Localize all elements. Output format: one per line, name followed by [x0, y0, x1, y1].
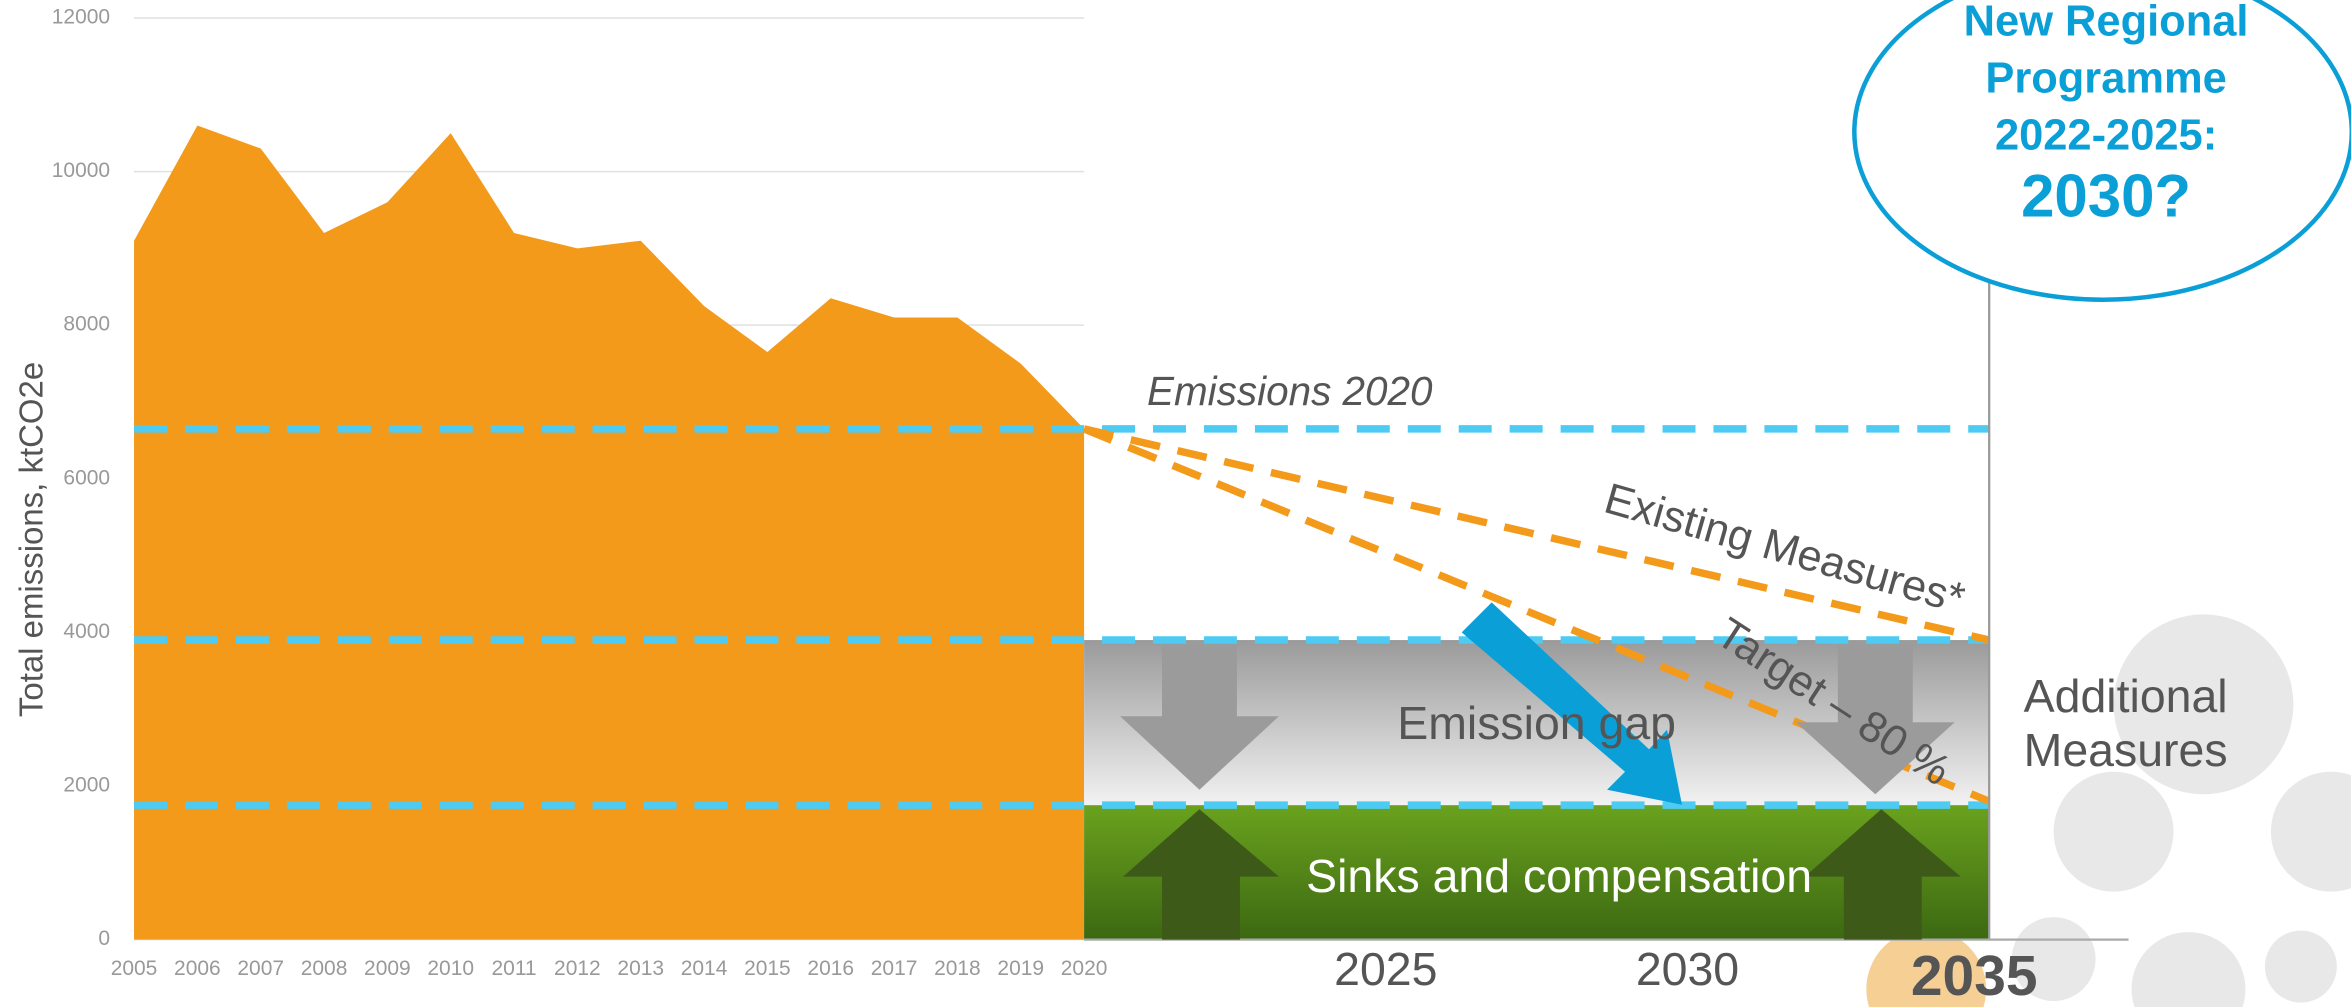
y-tick-label: 10000	[52, 159, 110, 182]
annotation: Measures	[2024, 724, 2228, 776]
x-tick-label: 2012	[554, 957, 601, 980]
y-axis-label: Total emissions, ktCO2e	[12, 362, 49, 717]
x-tick-label: 2035	[1911, 944, 2038, 1007]
x-tick-label: 2020	[1061, 957, 1108, 980]
scenario-label: Existing Measures*	[1599, 475, 1970, 624]
y-tick-label: 12000	[52, 6, 110, 29]
x-tick-label: 2007	[237, 957, 284, 980]
x-tick-label: 2013	[617, 957, 664, 980]
chart: Total emissions, ktCO2e 0 2000 4000 6000 800…	[0, 0, 2351, 1007]
y-tick-label: 2000	[63, 774, 110, 797]
x-tick-label: 2009	[364, 957, 411, 980]
x-tick-label: 2008	[301, 957, 348, 980]
x-tick-label: 2014	[681, 957, 728, 980]
x-tick-label: 2016	[807, 957, 854, 980]
x-tick-label: 2010	[427, 957, 474, 980]
y-tick-label: 0	[98, 927, 110, 950]
annotation: Emissions 2020	[1147, 368, 1433, 414]
y-tick-label: 4000	[63, 620, 110, 643]
callout-highlight: 2030?	[2021, 163, 2191, 230]
x-tick-label: 2017	[871, 957, 918, 980]
y-tick-label: 6000	[63, 466, 110, 489]
x-tick-label: 2018	[934, 957, 981, 980]
x-tick-label: 2030	[1636, 943, 1739, 995]
emissions-area	[134, 126, 1084, 940]
page: Total emissions, ktCO2e 0 2000 4000 6000 800…	[0, 0, 2351, 1007]
annotation: Additional	[2024, 670, 2228, 722]
callout-line: New Regional	[1964, 0, 2249, 45]
annotation: Emission gap	[1397, 697, 1676, 749]
x-tick-label: 2019	[997, 957, 1044, 980]
x-tick-label: 2006	[174, 957, 221, 980]
callout-line: 2022-2025:	[1995, 111, 2217, 159]
annotation: Sinks and compensation	[1306, 850, 1812, 902]
scenario-line	[1084, 429, 1989, 640]
x-tick-label: 2005	[111, 957, 158, 980]
y-tick-label: 8000	[63, 313, 110, 336]
x-tick-label: 2025	[1334, 943, 1437, 995]
callout-line: Programme	[1985, 54, 2226, 102]
x-tick-label: 2011	[492, 957, 537, 980]
x-tick-label: 2015	[744, 957, 791, 980]
